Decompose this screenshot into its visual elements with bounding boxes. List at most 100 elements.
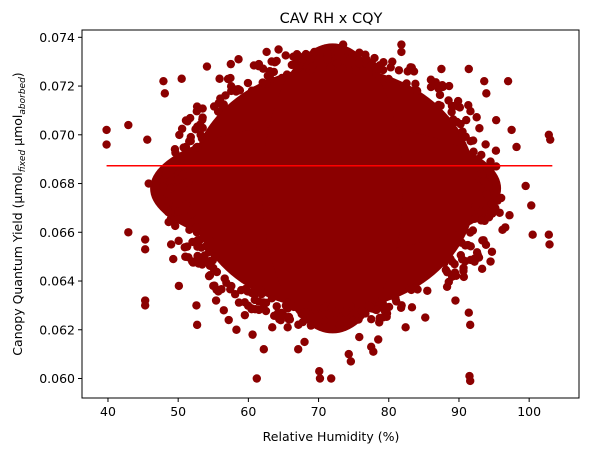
fringe-point bbox=[444, 96, 453, 105]
plot-area bbox=[102, 40, 555, 386]
x-tick-label: 90 bbox=[451, 404, 467, 419]
scatter-point bbox=[196, 130, 205, 139]
fringe-point bbox=[479, 236, 488, 245]
fringe-point bbox=[464, 101, 473, 110]
fringe-point bbox=[333, 58, 342, 68]
scatter-point bbox=[219, 306, 228, 315]
x-tick-label: 100 bbox=[517, 404, 541, 419]
fringe-point bbox=[469, 147, 478, 156]
fringe-point bbox=[357, 306, 367, 316]
fringe-point bbox=[354, 58, 364, 68]
scatter-point bbox=[482, 89, 491, 98]
scatter-point bbox=[268, 323, 277, 332]
fringe-point bbox=[282, 70, 292, 79]
fringe-point bbox=[272, 302, 281, 311]
y-tick-label: 0.062 bbox=[39, 322, 75, 337]
fringe-point bbox=[192, 223, 201, 232]
fringe-point bbox=[440, 258, 449, 268]
fringe-point bbox=[475, 124, 484, 133]
fringe-point bbox=[470, 214, 479, 223]
fringe-point bbox=[306, 321, 316, 330]
scatter-point bbox=[162, 189, 172, 198]
fringe-point bbox=[271, 57, 280, 67]
fringe-point bbox=[472, 113, 481, 122]
fringe-point bbox=[452, 117, 462, 127]
scatter-point bbox=[464, 308, 473, 317]
x-tick-label: 70 bbox=[311, 404, 327, 419]
scatter-point bbox=[192, 301, 201, 310]
fringe-point bbox=[173, 175, 182, 184]
fringe-point bbox=[163, 207, 173, 217]
scatter-point bbox=[310, 47, 319, 57]
scatter-point bbox=[451, 296, 460, 305]
fringe-point bbox=[194, 259, 203, 268]
fringe-point bbox=[298, 317, 308, 327]
fringe-point bbox=[352, 67, 361, 76]
y-axis-label-end: ) bbox=[10, 72, 25, 77]
fringe-point bbox=[183, 117, 192, 126]
fringe-point bbox=[470, 254, 479, 263]
fringe-point bbox=[191, 125, 200, 134]
fringe-point bbox=[461, 241, 470, 250]
fringe-point bbox=[301, 49, 311, 59]
fringe-point bbox=[257, 289, 266, 299]
scatter-point bbox=[177, 74, 186, 83]
fringe-point bbox=[226, 73, 235, 83]
fringe-point bbox=[471, 202, 480, 211]
scatter-point bbox=[300, 337, 309, 347]
fringe-point bbox=[164, 217, 173, 227]
x-tick-label: 50 bbox=[170, 404, 186, 419]
x-axis-ticks: 40 50 60 70 80 90 100 bbox=[100, 398, 541, 419]
scatter-point bbox=[140, 301, 150, 310]
fringe-point bbox=[188, 237, 197, 247]
scatter-point bbox=[102, 140, 111, 149]
scatter-point bbox=[315, 366, 324, 376]
y-tick-label: 0.072 bbox=[39, 79, 75, 94]
fringe-point bbox=[240, 298, 250, 307]
scatter-point bbox=[204, 271, 214, 281]
scatter-point bbox=[144, 179, 153, 188]
scatter-point bbox=[388, 57, 397, 66]
plot-frame bbox=[81, 29, 580, 399]
scatter-point bbox=[344, 349, 353, 359]
scatter-point bbox=[545, 240, 554, 249]
scatter-point bbox=[192, 320, 202, 330]
fringe-point bbox=[436, 101, 445, 110]
fringe-point bbox=[434, 84, 443, 93]
fringe-point bbox=[426, 75, 436, 84]
scatter-point bbox=[124, 228, 133, 237]
fringe-point bbox=[484, 182, 493, 192]
scatter-point bbox=[507, 125, 516, 135]
fringe-point bbox=[313, 314, 323, 323]
scatter-point bbox=[546, 135, 555, 144]
fringe-point bbox=[378, 65, 388, 75]
fringe-point bbox=[394, 66, 404, 75]
scatter-point bbox=[159, 76, 168, 86]
scatter-point bbox=[169, 254, 178, 264]
scatter-point bbox=[444, 81, 454, 91]
fringe-point bbox=[227, 281, 236, 291]
fringe-point bbox=[487, 209, 497, 218]
fringe-point bbox=[327, 303, 337, 312]
scatter-point bbox=[465, 376, 475, 386]
fringe-point bbox=[482, 189, 491, 199]
scatter-point bbox=[289, 52, 299, 62]
fringe-point bbox=[180, 243, 189, 252]
scatter-point bbox=[491, 115, 501, 125]
scatter-point bbox=[211, 296, 221, 305]
scatter-point bbox=[362, 55, 371, 64]
scatter-point bbox=[544, 230, 554, 239]
fringe-point bbox=[205, 261, 215, 270]
dense-core-tall bbox=[262, 43, 403, 334]
fringe-point bbox=[384, 74, 393, 84]
fringe-point bbox=[335, 320, 345, 330]
scatter-point bbox=[493, 196, 502, 205]
scatter-point bbox=[521, 181, 530, 191]
scatter-point bbox=[202, 62, 212, 71]
fringe-point bbox=[171, 221, 180, 231]
fringe-point bbox=[488, 172, 497, 181]
dense-point-cloud bbox=[150, 43, 506, 334]
fringe-point bbox=[423, 286, 432, 295]
fringe-point bbox=[403, 67, 412, 76]
scatter-point bbox=[487, 247, 497, 256]
